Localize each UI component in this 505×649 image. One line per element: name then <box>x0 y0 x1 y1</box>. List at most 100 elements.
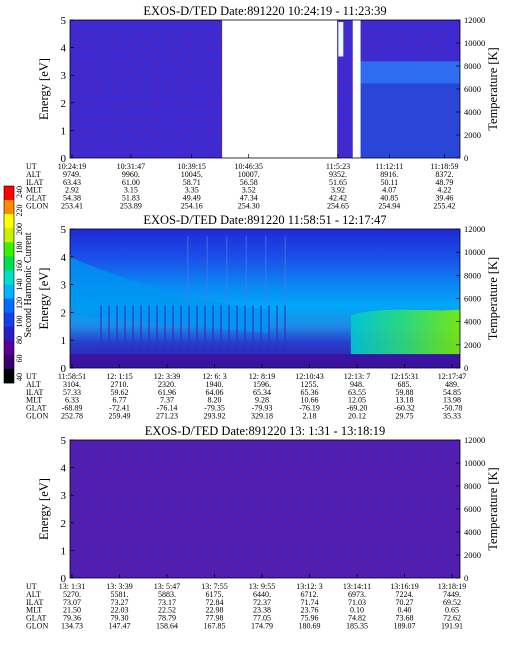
ephemeris-value: 0.40 <box>398 606 412 615</box>
ephemeris-value: 329.18 <box>251 412 273 421</box>
y2-tick-label: 8000 <box>464 481 481 491</box>
y-tick-label: 3 <box>61 280 67 292</box>
ephemeris-value: 56.58 <box>240 178 258 187</box>
y2-tick-label: 4000 <box>464 527 481 537</box>
ephemeris-value: 191.91 <box>441 622 463 631</box>
colorbar-segment <box>4 200 14 215</box>
y-axis-label: Energy [eV] <box>37 268 51 330</box>
spectrogram-stripe <box>148 305 150 352</box>
ephemeris-value: 12.05 <box>348 396 366 405</box>
ephemeris-value: 13: 5:47 <box>154 582 180 591</box>
ephemeris-value: 3.15 <box>124 186 138 195</box>
colorbar-tick-label: 180 <box>15 242 24 254</box>
ephemeris-value: 13: 1:31 <box>59 582 85 591</box>
spectrogram-stripe <box>196 305 198 352</box>
y-tick-label: 2 <box>61 307 67 319</box>
y2-tick-label: 10000 <box>464 38 485 48</box>
spectrogram-panel: EXOS-D/TED Date:891220 10:24:19 - 11:23:… <box>26 4 500 211</box>
ephemeris-row-label: MLT <box>26 186 42 195</box>
ephemeris-value: 271.23 <box>156 412 178 421</box>
ephemeris-value: 73.07 <box>63 598 81 607</box>
spectrogram-stripe <box>276 305 278 352</box>
y-tick-label: 5 <box>61 224 67 236</box>
ephemeris-value: 11:18:59 <box>430 162 458 171</box>
ephemeris-row-label: UT <box>26 582 37 591</box>
spectrogram-stripe <box>284 305 286 352</box>
ephemeris-value: 35.33 <box>443 412 461 421</box>
y2-tick-label: 4000 <box>464 317 481 327</box>
y-axis-label: Energy [eV] <box>37 478 51 540</box>
spectrogram-stripe <box>260 305 262 352</box>
spectrogram-stripe <box>116 305 118 352</box>
spectrogram-stripe <box>268 305 270 352</box>
y2-tick-label: 6000 <box>464 504 481 514</box>
spectrogram-stripe <box>100 305 102 352</box>
ephemeris-value: 6.33 <box>65 396 79 405</box>
ephemeris-value: 255.42 <box>433 202 455 211</box>
ephemeris-value: 8.20 <box>208 396 222 405</box>
ephemeris-row-label: UT <box>26 162 37 171</box>
y-tick-label: 0 <box>61 153 67 165</box>
ephemeris-value: 252.78 <box>61 412 83 421</box>
ephemeris-row-label: ILAT <box>26 598 43 607</box>
colorbar-segment <box>4 186 14 201</box>
ephemeris-value: 65.36 <box>301 388 319 397</box>
spectrogram-band <box>360 83 460 158</box>
ephemeris-value: 4.22 <box>437 186 451 195</box>
ephemeris-value: 59.62 <box>111 388 129 397</box>
y-tick-label: 0 <box>61 363 67 375</box>
ephemeris-value: 12: 6: 3 <box>202 372 226 381</box>
ephemeris-value: 6712. <box>301 590 319 599</box>
colorbar-tick-label: 40 <box>15 373 24 381</box>
ephemeris-value: 1596. <box>253 380 271 389</box>
spectrogram-stripe <box>226 235 228 306</box>
data-gap <box>222 20 338 158</box>
y-tick-label: 2 <box>61 518 67 530</box>
spectrogram-data <box>70 440 460 578</box>
y2-tick-label: 2000 <box>464 340 481 350</box>
ephemeris-value: 77.05 <box>253 614 271 623</box>
ephemeris-value: 2.18 <box>303 412 317 421</box>
ephemeris-row-label: GLON <box>26 202 48 211</box>
y-tick-label: 3 <box>61 70 67 82</box>
ephemeris-value: -50.78 <box>442 404 463 413</box>
y2-tick-label: 10000 <box>464 247 485 257</box>
spectrogram-stripe <box>108 305 110 352</box>
ephemeris-value: 23.76 <box>301 606 319 615</box>
y2-axis-label: Temperature [K] <box>486 467 500 550</box>
ephemeris-value: 6.77 <box>113 396 127 405</box>
spectrogram-stripe <box>188 305 190 352</box>
ephemeris-row-label: GLAT <box>26 194 47 203</box>
ephemeris-row-label: UT <box>26 372 37 381</box>
colorbar-tick-label: 160 <box>15 260 24 272</box>
y-tick-label: 4 <box>61 252 67 264</box>
ephemeris-value: 61.96 <box>158 388 176 397</box>
y2-tick-label: 4000 <box>464 107 481 117</box>
colorbar-segment <box>4 354 14 370</box>
ephemeris-value: 10007. <box>238 170 260 179</box>
ephemeris-value: 21.50 <box>63 606 81 615</box>
y2-axis-label: Temperature [K] <box>486 257 500 340</box>
ephemeris-value: 185.35 <box>346 622 368 631</box>
spectrogram-band <box>360 61 460 84</box>
ephemeris-value: 259.49 <box>109 412 131 421</box>
data-gap <box>352 20 361 158</box>
y2-tick-label: 12000 <box>464 435 485 445</box>
ephemeris-value: 1940. <box>206 380 224 389</box>
ephemeris-value: 10:31:47 <box>117 162 145 171</box>
ephemeris-value: -79.93 <box>252 404 273 413</box>
spectrogram-stripe <box>265 235 267 306</box>
spectrogram-stripe <box>244 305 246 352</box>
y-tick-label: 1 <box>61 335 67 347</box>
ephemeris-value: 13: 7:55 <box>201 582 227 591</box>
ephemeris-value: 70.27 <box>396 598 414 607</box>
ephemeris-value: 134.73 <box>61 622 83 631</box>
colorbar-segment <box>4 242 14 257</box>
spectrogram-stripe <box>204 305 206 352</box>
ephemeris-value: 77.98 <box>206 614 224 623</box>
panel-title: EXOS-D/TED Date:891220 13: 1:31 - 13:18:… <box>145 424 386 438</box>
ephemeris-value: 40.85 <box>380 194 398 203</box>
ephemeris-value: 158.64 <box>156 622 178 631</box>
panel-title: EXOS-D/TED Date:891220 11:58:51 - 12:17:… <box>143 213 386 227</box>
